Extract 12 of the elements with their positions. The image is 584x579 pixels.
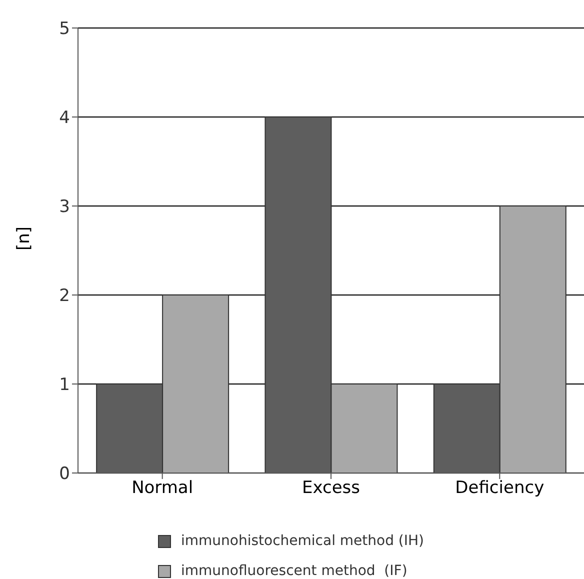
x-tick-label: Excess — [302, 478, 360, 498]
y-tick-label: 2 — [59, 286, 70, 306]
y-tick-label: 1 — [59, 375, 70, 396]
y-tick-label: 5 — [59, 19, 70, 40]
y-tick-label: 0 — [59, 464, 70, 484]
y-tick-label: 4 — [59, 108, 70, 128]
legend-label: immunohistochemical method (IH) — [181, 533, 424, 549]
y-tick-label: 3 — [59, 197, 70, 218]
x-tick-label: Normal — [132, 478, 194, 498]
x-tick-label: Deficiency — [455, 478, 544, 498]
y-axis-title: [n] — [14, 226, 34, 250]
legend-label: immunofluorescent method (IF) — [181, 563, 408, 579]
